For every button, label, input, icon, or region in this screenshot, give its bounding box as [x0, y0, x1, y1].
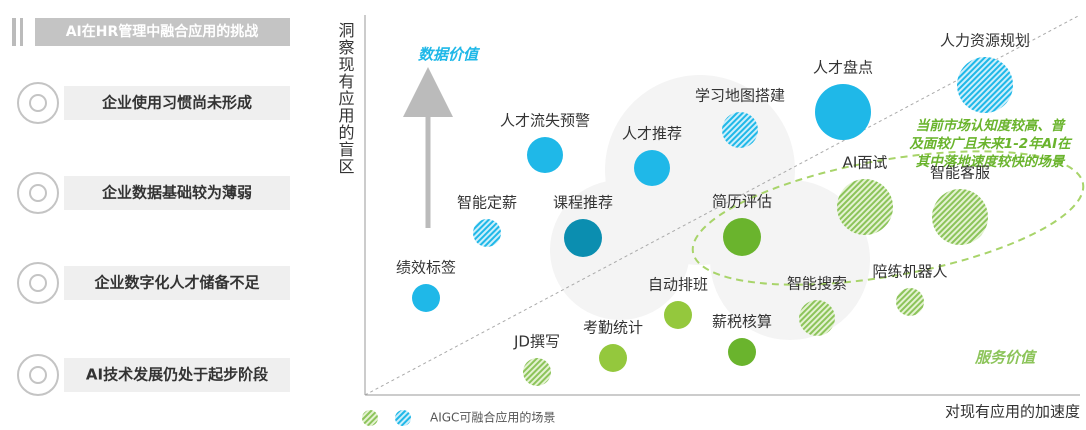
bubble: [896, 288, 924, 316]
y-axis-label: 洞察现有应用的盲区: [336, 22, 355, 175]
bubble: [932, 189, 988, 245]
bubble: [634, 150, 670, 186]
challenge-text: 企业数字化人才储备不足: [93, 274, 260, 292]
bubble: [523, 358, 551, 386]
bubble: [723, 218, 761, 256]
bubble-label: 人才流失预警: [500, 112, 590, 130]
deco: [20, 18, 23, 46]
bubble: [599, 344, 627, 372]
bubble-label: 人力资源规划: [940, 32, 1030, 50]
challenge-text: 企业数据基础较为薄弱: [101, 184, 252, 202]
bubble-label: 陪练机器人: [872, 263, 947, 281]
bubble-label: AI面试: [843, 154, 888, 172]
bubble-label: 简历评估: [712, 193, 772, 211]
bubble: [815, 84, 871, 140]
bubble-label: 绩效标签: [396, 259, 456, 277]
page: AI在HR管理中融合应用的挑战 企业使用习惯尚未形成企业数据基础较为薄弱企业数字…: [0, 0, 1086, 426]
annotation-line: 及面较广且未来1-2年AI在: [909, 136, 1073, 152]
bubble-label: 课程推荐: [553, 194, 613, 212]
bubble: [473, 219, 501, 247]
bubble-label: JD撰写: [513, 333, 560, 351]
service-value-label: 服务价值: [974, 349, 1038, 367]
bubble-label: 人才推荐: [622, 125, 682, 143]
bubble: [527, 137, 563, 173]
bubble-label: 学习地图搭建: [695, 87, 785, 105]
annotation-line: 当前市场认知度较高、普: [916, 118, 1066, 134]
bubble: [799, 300, 835, 336]
legend-label: AIGC可融合应用的场景: [430, 410, 555, 425]
bubble-label: 考勤统计: [583, 319, 643, 337]
challenge-text: AI技术发展仍处于起步阶段: [86, 366, 268, 384]
challenge-text: 企业使用习惯尚未形成: [101, 94, 252, 112]
bubble-label: 自动排班: [648, 276, 708, 294]
bubble-label: 智能搜索: [787, 275, 847, 293]
bubble-label: 人才盘点: [813, 59, 873, 77]
header-title: AI在HR管理中融合应用的挑战: [66, 23, 259, 40]
legend-swatch: [395, 410, 411, 426]
bubble-label: 薪税核算: [712, 313, 772, 331]
challenge-icon: [18, 83, 58, 123]
challenge-icon: [18, 263, 58, 303]
bubble: [837, 179, 893, 235]
bubble-label: 智能客服: [930, 164, 990, 182]
bubble: [722, 112, 758, 148]
bubble: [957, 57, 1013, 113]
bubble-label: 智能定薪: [457, 194, 517, 212]
deco: [12, 18, 16, 46]
challenge-icon: [18, 355, 58, 395]
bubble: [664, 301, 692, 329]
bubble: [564, 219, 602, 257]
legend-swatch: [362, 410, 378, 426]
challenge-icon: [18, 173, 58, 213]
bubble: [728, 338, 756, 366]
bubble: [412, 284, 440, 312]
data-value-label: 数据价值: [418, 46, 481, 64]
x-axis-label: 对现有应用的加速度: [945, 403, 1080, 421]
